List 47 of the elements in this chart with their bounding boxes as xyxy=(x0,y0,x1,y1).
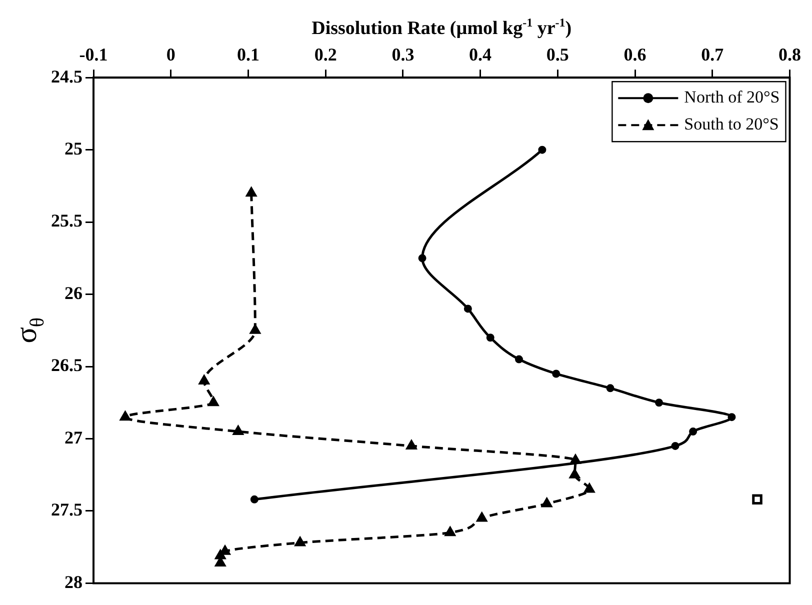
x-tick-label: 0.6 xyxy=(624,44,646,64)
point xyxy=(249,324,261,334)
legend-label: North of 20°S xyxy=(684,88,780,107)
x-tick-label: 0.7 xyxy=(701,44,724,64)
y-tick-label: 26.5 xyxy=(51,355,82,376)
x-tick-label: 0.2 xyxy=(314,44,337,64)
x-tick-label: 0.5 xyxy=(546,44,569,64)
point xyxy=(120,410,131,421)
point xyxy=(232,425,244,436)
point xyxy=(250,495,258,504)
point xyxy=(464,304,472,313)
point xyxy=(671,442,680,450)
x-tick-label: -0.1 xyxy=(79,44,108,64)
point xyxy=(418,254,426,262)
y-tick-label: 24.5 xyxy=(51,66,82,86)
x-tick-label: 0.4 xyxy=(469,44,492,64)
point xyxy=(198,374,210,384)
point xyxy=(728,413,736,422)
y-tick-label: 27 xyxy=(64,427,82,448)
point xyxy=(541,497,553,508)
point xyxy=(538,146,546,154)
point xyxy=(294,536,306,546)
x-tick-label: 0.1 xyxy=(236,44,260,64)
point xyxy=(568,468,580,478)
point xyxy=(208,396,220,406)
x-tick-label: 0.3 xyxy=(392,44,414,64)
point xyxy=(689,428,698,436)
point xyxy=(514,355,523,364)
y-tick-label: 25.5 xyxy=(51,210,82,231)
point xyxy=(655,398,664,407)
x-tick-label: 0 xyxy=(166,44,176,64)
point xyxy=(444,526,456,536)
y-axis-title: σθ xyxy=(10,318,48,344)
point xyxy=(584,482,596,493)
legend-label: South to 20°S xyxy=(684,114,779,134)
point xyxy=(406,439,418,450)
point xyxy=(476,512,488,522)
point xyxy=(752,494,762,505)
point xyxy=(552,370,560,378)
point xyxy=(486,334,494,342)
y-tick-label: 26 xyxy=(64,282,82,303)
point xyxy=(246,186,258,197)
y-tick-label: 27.5 xyxy=(51,500,82,520)
y-tick-label: 25 xyxy=(64,138,82,158)
x-tick-label: 0.8 xyxy=(778,44,801,64)
point xyxy=(606,384,614,392)
y-tick-label: 28 xyxy=(64,572,82,592)
